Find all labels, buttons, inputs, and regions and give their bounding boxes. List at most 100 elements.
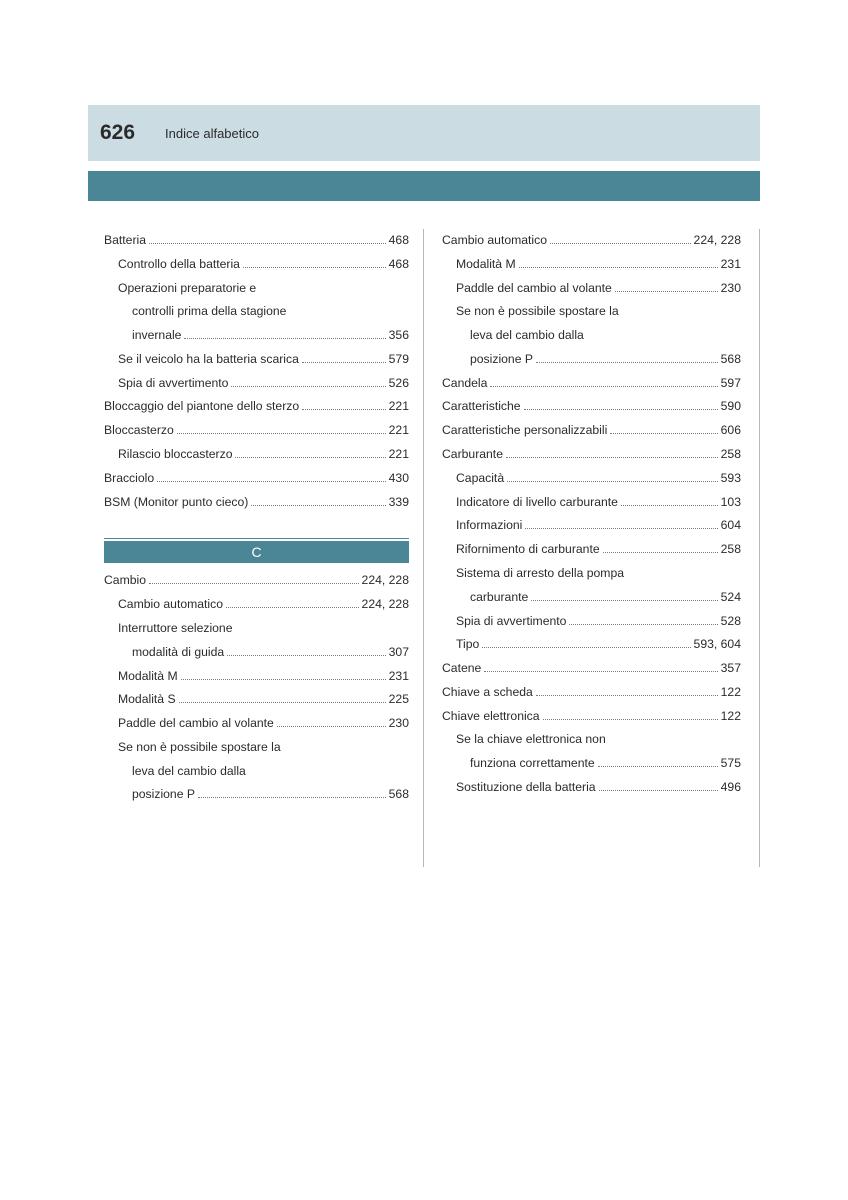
index-entry: Caratteristiche personalizzabili 606 (442, 419, 741, 443)
leader-dots (524, 409, 718, 410)
index-entry: Rilascio bloccasterzo 221 (104, 443, 409, 467)
leader-dots (251, 505, 385, 506)
index-entry: Bloccasterzo 221 (104, 419, 409, 443)
header-band: 626 Indice alfabetico (88, 105, 760, 161)
index-entry: Paddle del cambio al volante 230 (104, 712, 409, 736)
index-page: 604 (721, 514, 741, 538)
index-label: Modalità M (456, 253, 516, 277)
section-letter-label: C (104, 541, 409, 563)
index-page: 568 (721, 348, 741, 372)
index-entry: Informazioni 604 (442, 514, 741, 538)
index-label: Spia di avvertimento (118, 372, 228, 396)
index-label: Informazioni (456, 514, 522, 538)
index-entry: Spia di avvertimento 526 (104, 372, 409, 396)
index-label: Modalità S (118, 688, 176, 712)
index-label: Candela (442, 372, 487, 396)
index-entry: posizione P 568 (442, 348, 741, 372)
leader-dots (149, 583, 359, 584)
index-entry: posizione P 568 (104, 783, 409, 807)
index-entry: carburante 524 (442, 586, 741, 610)
index-entry: Modalità M 231 (104, 665, 409, 689)
leader-dots (181, 679, 386, 680)
index-label: Controllo della batteria (118, 253, 240, 277)
leader-dots (227, 655, 386, 656)
index-entry: Batteria 468 (104, 229, 409, 253)
index-page: 590 (721, 395, 741, 419)
index-entry: Modalità M 231 (442, 253, 741, 277)
leader-dots (506, 457, 718, 458)
leader-dots (615, 291, 718, 292)
index-label: Indicatore di livello carburante (456, 491, 618, 515)
leader-dots (482, 647, 690, 648)
index-label: Carburante (442, 443, 503, 467)
index-entry: Cambio automatico 224, 228 (104, 593, 409, 617)
teal-band (88, 171, 760, 201)
index-page: 224, 228 (362, 593, 409, 617)
index-label: Tipo (456, 633, 479, 657)
right-column: Cambio automatico 224, 228 Modalità M 23… (424, 229, 760, 867)
index-label: Sostituzione della batteria (456, 776, 596, 800)
leader-dots (179, 702, 386, 703)
index-entry: Chiave elettronica 122 (442, 705, 741, 729)
index-label: Chiave a scheda (442, 681, 533, 705)
leader-dots (598, 766, 718, 767)
leader-dots (243, 267, 386, 268)
index-entry: Caratteristiche 590 (442, 395, 741, 419)
index-entry: Capacità 593 (442, 467, 741, 491)
index-label: Paddle del cambio al volante (118, 712, 274, 736)
index-label: Caratteristiche (442, 395, 521, 419)
index-entry: Indicatore di livello carburante 103 (442, 491, 741, 515)
index-label: posizione P (132, 783, 195, 807)
leader-dots (507, 481, 718, 482)
page-number: 626 (100, 121, 135, 145)
leader-dots (157, 481, 386, 482)
index-page: 430 (389, 467, 409, 491)
leader-dots (543, 719, 718, 720)
leader-dots (235, 457, 385, 458)
leader-dots (599, 790, 718, 791)
index-page: 221 (389, 395, 409, 419)
index-page: 122 (721, 705, 741, 729)
index-page: 307 (389, 641, 409, 665)
index-label: Paddle del cambio al volante (456, 277, 612, 301)
index-entry: Modalità S 225 (104, 688, 409, 712)
leader-dots (536, 695, 718, 696)
index-label: modalità di guida (132, 641, 224, 665)
index-page: 496 (721, 776, 741, 800)
index-page: 593 (721, 467, 741, 491)
index-entry: Spia di avvertimento 528 (442, 610, 741, 634)
index-label: Bloccasterzo (104, 419, 174, 443)
index-page: 230 (721, 277, 741, 301)
index-page: 356 (389, 324, 409, 348)
index-page: 224, 228 (694, 229, 741, 253)
index-label: funziona correttamente (470, 752, 595, 776)
index-label: Batteria (104, 229, 146, 253)
index-page: 606 (721, 419, 741, 443)
leader-dots (177, 433, 386, 434)
index-entry: Bracciolo 430 (104, 467, 409, 491)
index-entry: Catene 357 (442, 657, 741, 681)
leader-dots (198, 797, 386, 798)
index-entry: Se il veicolo ha la batteria scarica 579 (104, 348, 409, 372)
index-page: 221 (389, 419, 409, 443)
index-entry: BSM (Monitor punto cieco) 339 (104, 491, 409, 515)
leader-dots (490, 386, 717, 387)
leader-dots (226, 607, 359, 608)
index-page: 258 (721, 538, 741, 562)
index-page: 122 (721, 681, 741, 705)
index-entry: funziona correttamente 575 (442, 752, 741, 776)
leader-dots (519, 267, 718, 268)
index-entry-line: Operazioni preparatorie e (104, 277, 409, 301)
index-page: 528 (721, 610, 741, 634)
index-entry: Tipo 593, 604 (442, 633, 741, 657)
leader-dots (302, 409, 386, 410)
index-page: 230 (389, 712, 409, 736)
index-page: 579 (389, 348, 409, 372)
index-label: Spia di avvertimento (456, 610, 566, 634)
index-entry: Sostituzione della batteria 496 (442, 776, 741, 800)
index-entry: Bloccaggio del piantone dello sterzo 221 (104, 395, 409, 419)
leader-dots (484, 671, 717, 672)
index-label: Chiave elettronica (442, 705, 540, 729)
leader-dots (569, 624, 717, 625)
index-page: 593, 604 (694, 633, 741, 657)
